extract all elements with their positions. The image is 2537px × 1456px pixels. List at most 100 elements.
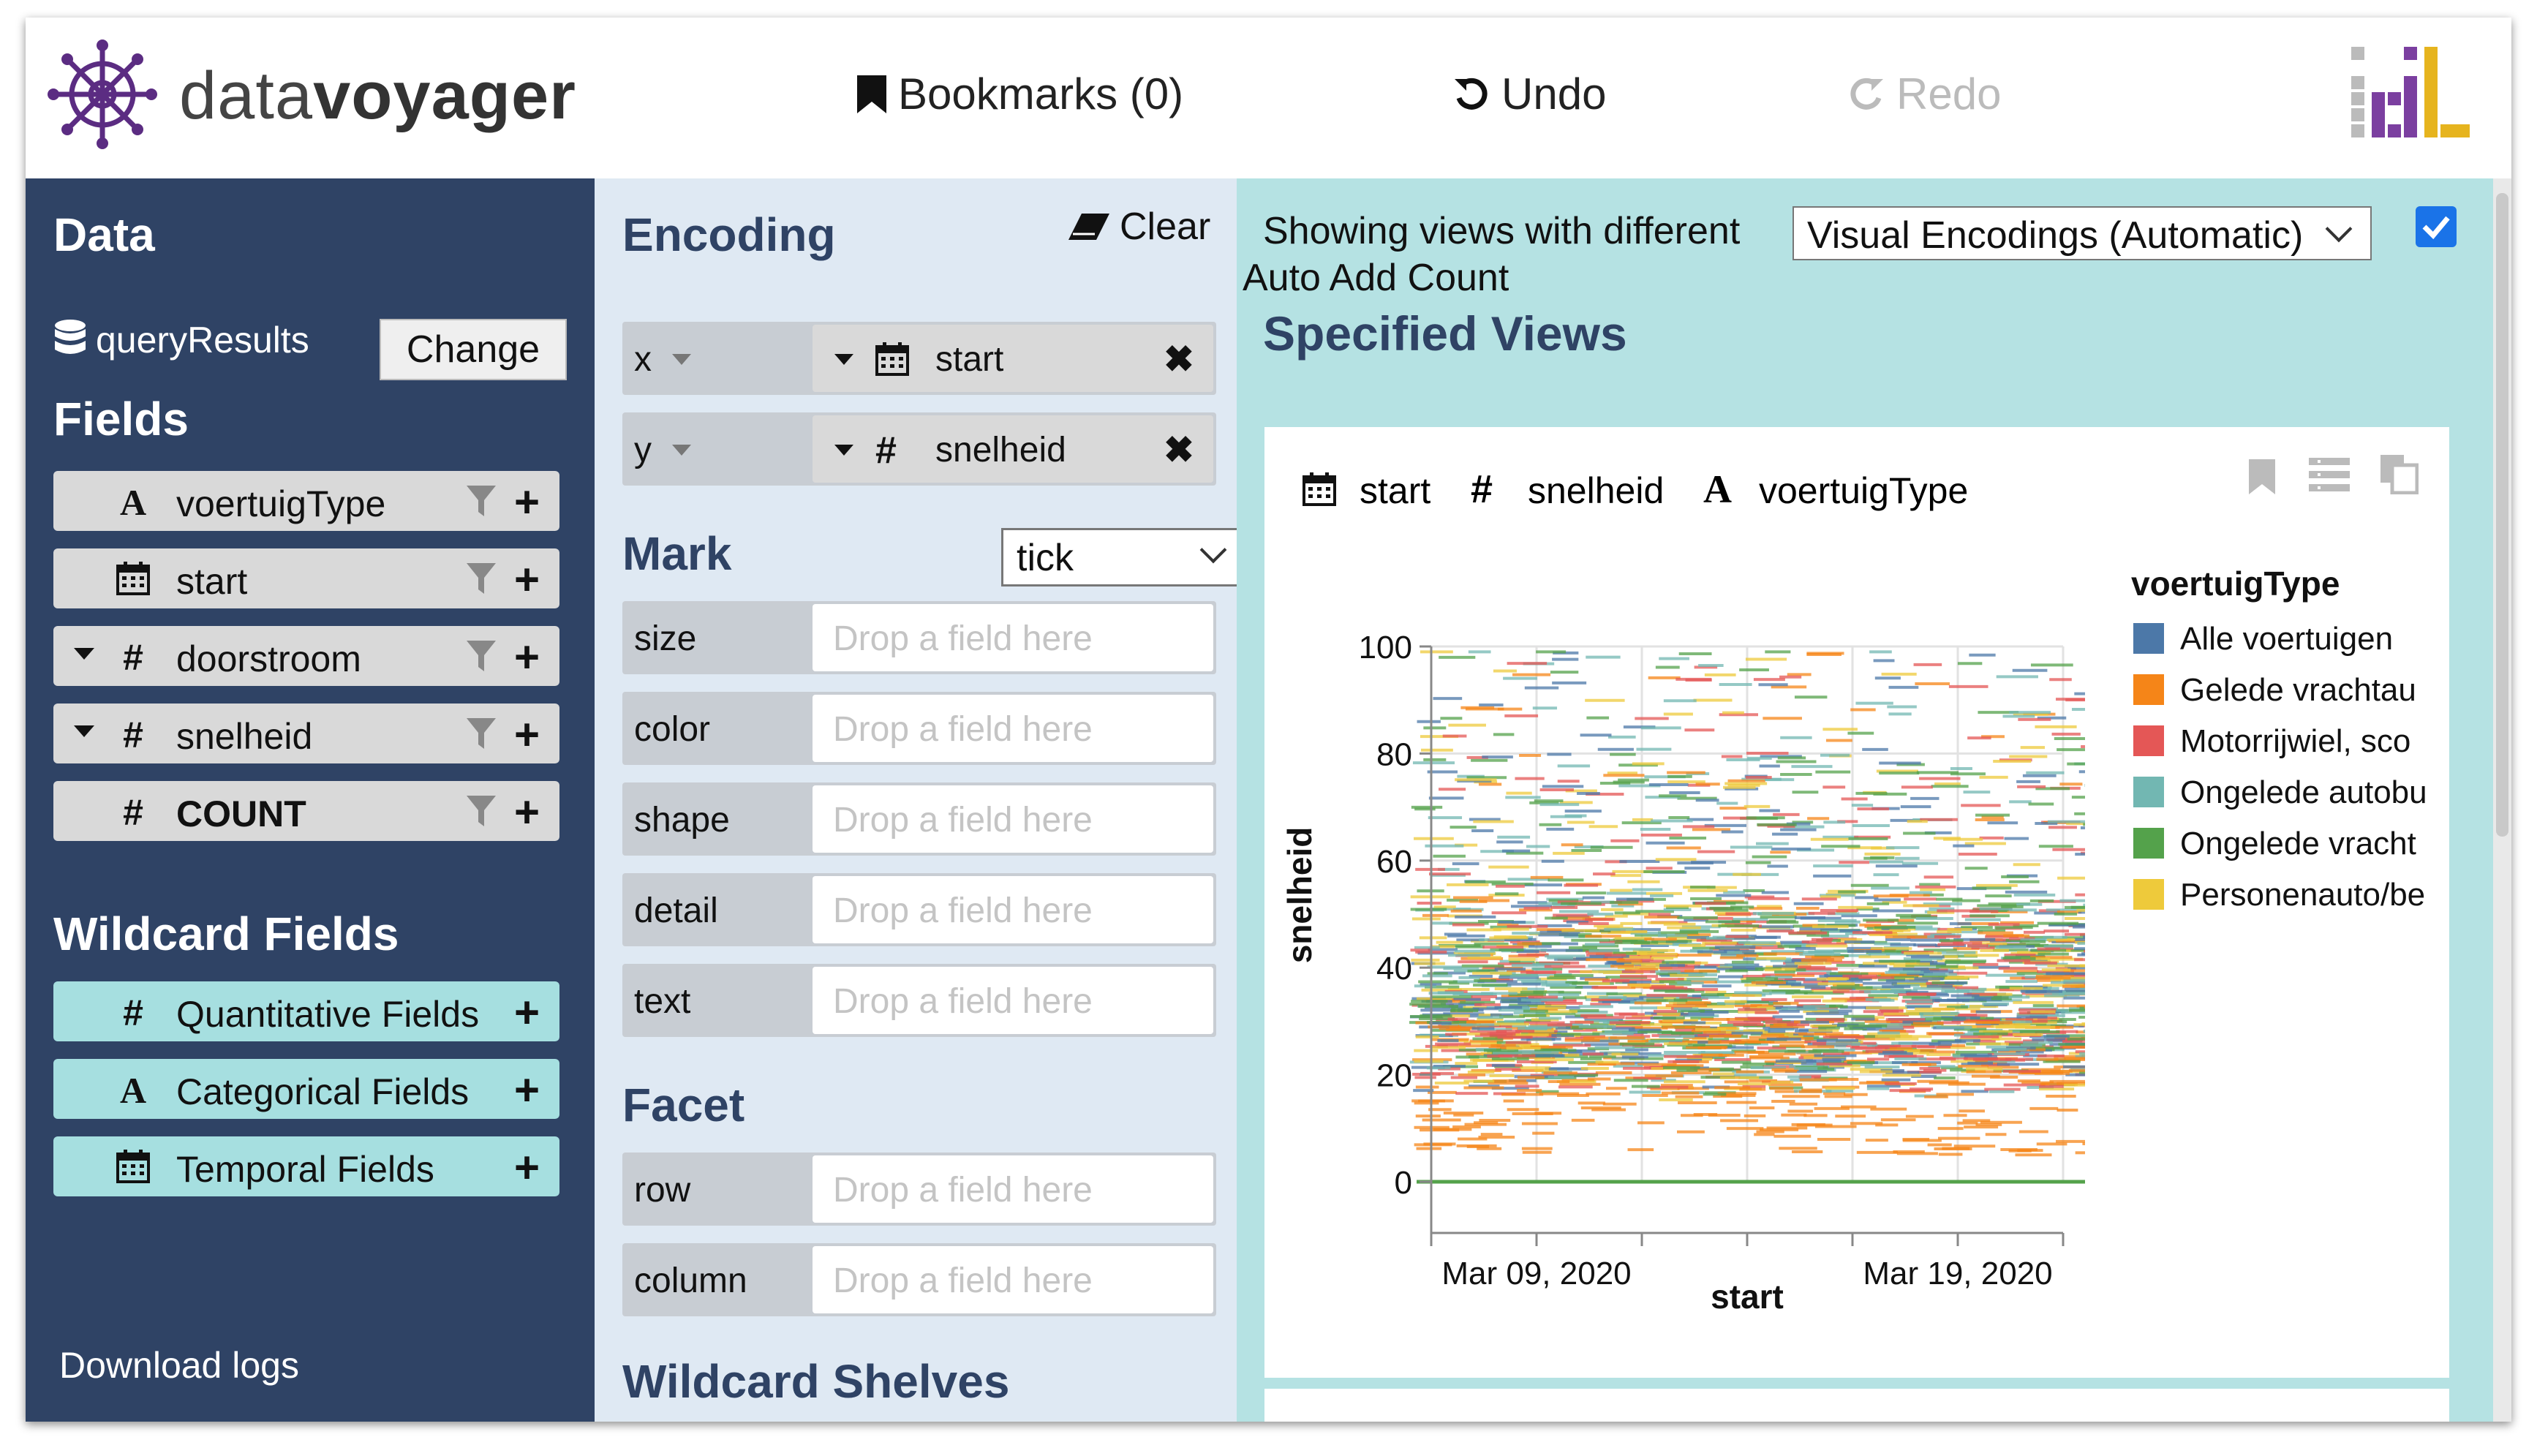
wildcard-quantitative[interactable]: # Quantitative Fields +	[53, 981, 559, 1041]
legend-title: voertuigType	[2131, 565, 2340, 603]
chevron-down-icon	[1199, 536, 1227, 564]
field-name: start	[176, 561, 248, 602]
data-title: Data	[53, 208, 155, 261]
add-field-icon[interactable]: +	[514, 1065, 540, 1114]
filter-icon[interactable]	[467, 641, 496, 671]
list-view-icon[interactable]	[2309, 458, 2350, 491]
shelf-y: y # snelheid ✖	[622, 412, 1216, 486]
drop-zone[interactable]: Drop a field here	[813, 604, 1213, 671]
shelf-label: color	[634, 710, 711, 749]
expand-caret-icon[interactable]	[834, 445, 853, 456]
scrollbar-thumb[interactable]	[2496, 193, 2508, 837]
filter-icon[interactable]	[467, 796, 496, 826]
remove-field-icon[interactable]: ✖	[1164, 339, 1194, 380]
remove-field-icon[interactable]: ✖	[1164, 429, 1194, 470]
auto-add-count-label: Auto Add Count	[1243, 257, 1509, 299]
field-snelheid[interactable]: # snelheid +	[53, 704, 559, 763]
mark-type-select[interactable]: tick	[1001, 528, 1241, 586]
add-field-icon[interactable]: +	[514, 1143, 540, 1192]
shelf-label: shape	[634, 801, 730, 840]
add-field-icon[interactable]: +	[514, 710, 540, 759]
redo-label: Redo	[1896, 69, 2002, 118]
shelf-x-field[interactable]: start ✖	[813, 325, 1213, 392]
calendar-icon	[875, 342, 909, 376]
field-name: Quantitative Fields	[176, 994, 480, 1035]
drop-zone[interactable]: Drop a field here	[813, 1155, 1213, 1223]
field-voertuigtype[interactable]: A voertuigType +	[53, 471, 559, 531]
legend-swatch	[2133, 879, 2164, 910]
shelf-label: y	[634, 431, 652, 469]
card-field-start: start	[1360, 470, 1431, 511]
shelf-size: size Drop a field here	[622, 601, 1216, 674]
add-field-icon[interactable]: +	[514, 633, 540, 682]
filter-icon[interactable]	[467, 486, 496, 516]
change-dataset-button[interactable]: Change	[380, 319, 567, 380]
expand-caret-icon[interactable]	[74, 648, 94, 660]
legend-label: Ongelede autobu	[2180, 774, 2427, 810]
shelf-x: x start ✖	[622, 322, 1216, 395]
wildcard-categorical[interactable]: A Categorical Fields +	[53, 1059, 559, 1119]
legend-label: Personenauto/be	[2180, 877, 2425, 913]
chevron-down-icon	[2325, 215, 2353, 243]
filter-icon[interactable]	[467, 718, 496, 749]
expand-caret-icon[interactable]	[74, 725, 94, 737]
field-doorstroom[interactable]: # doorstroom +	[53, 626, 559, 686]
chart-marks	[1409, 650, 2085, 1184]
dataset-name: queryResults	[96, 320, 309, 361]
logo-light: data	[179, 59, 314, 133]
copy-icon[interactable]	[2379, 453, 2419, 494]
add-field-icon[interactable]: +	[514, 988, 540, 1037]
clear-button[interactable]: Clear	[1068, 205, 1210, 249]
function-caret-icon[interactable]	[672, 354, 691, 365]
bookmark-view-icon[interactable]	[2247, 458, 2277, 496]
encoding-panel: Encoding Clear x start ✖ y	[595, 178, 1241, 1422]
quantitative-type-icon: #	[123, 992, 143, 1033]
bookmarks-label: Bookmarks (0)	[898, 69, 1184, 118]
redo-button[interactable]: Redo	[1847, 69, 2001, 119]
card-field-voertuigtype: voertuigType	[1759, 470, 1969, 511]
shelf-color: color Drop a field here	[622, 692, 1216, 765]
download-logs-link[interactable]: Download logs	[59, 1345, 299, 1386]
shelf-label: x	[634, 340, 652, 379]
legend-label: Ongelede vracht	[2180, 826, 2416, 861]
shelf-y-field[interactable]: # snelheid ✖	[813, 415, 1213, 483]
undo-button[interactable]: Undo	[1452, 69, 1606, 119]
add-field-icon[interactable]: +	[514, 788, 540, 837]
app-header: datavoyager Bookmarks (0) Undo Redo	[26, 18, 2511, 178]
view-mode-select[interactable]: Visual Encodings (Automatic)	[1793, 206, 2372, 260]
field-count[interactable]: # COUNT +	[53, 781, 559, 841]
drop-zone[interactable]: Drop a field here	[813, 876, 1213, 943]
drop-zone[interactable]: Drop a field here	[813, 1246, 1213, 1313]
eraser-icon	[1068, 214, 1109, 240]
ship-wheel-icon	[48, 39, 157, 149]
y-tick-label: 60	[1376, 844, 1412, 880]
mark-title: Mark	[622, 527, 732, 580]
y-tick-label: 20	[1376, 1058, 1412, 1094]
view-mode-value: Visual Encodings (Automatic)	[1807, 214, 2304, 257]
drop-zone[interactable]: Drop a field here	[813, 967, 1213, 1034]
expand-caret-icon[interactable]	[834, 354, 853, 365]
bookmarks-button[interactable]: Bookmarks (0)	[856, 69, 1183, 119]
drop-zone[interactable]: Drop a field here	[813, 785, 1213, 853]
shelf-field-name: snelheid	[935, 431, 1066, 469]
add-field-icon[interactable]: +	[514, 478, 540, 527]
y-tick-label: 100	[1359, 630, 1412, 665]
legend-swatch	[2133, 623, 2164, 654]
chart-axes: 0 20 40 60 80 100 Mar 09, 2020 Mar 19, 2020	[1359, 630, 2065, 1291]
add-field-icon[interactable]: +	[514, 555, 540, 604]
drop-zone[interactable]: Drop a field here	[813, 695, 1213, 762]
field-start[interactable]: start +	[53, 548, 559, 608]
auto-add-count-checkbox[interactable]	[2416, 206, 2457, 247]
shelf-label: text	[634, 982, 691, 1021]
shelf-label: size	[634, 619, 697, 658]
wildcard-temporal[interactable]: Temporal Fields +	[53, 1136, 559, 1196]
wildcard-shelves-title: Wildcard Shelves	[622, 1355, 1010, 1408]
categorical-type-icon: A	[119, 1070, 147, 1111]
function-caret-icon[interactable]	[672, 445, 691, 456]
quantitative-type-icon: #	[875, 429, 897, 472]
categorical-type-icon: A	[119, 482, 147, 523]
shelf-column: column Drop a field here	[622, 1243, 1216, 1316]
undo-icon	[1455, 78, 1488, 110]
filter-icon[interactable]	[467, 563, 496, 594]
field-name: doorstroom	[176, 638, 361, 679]
